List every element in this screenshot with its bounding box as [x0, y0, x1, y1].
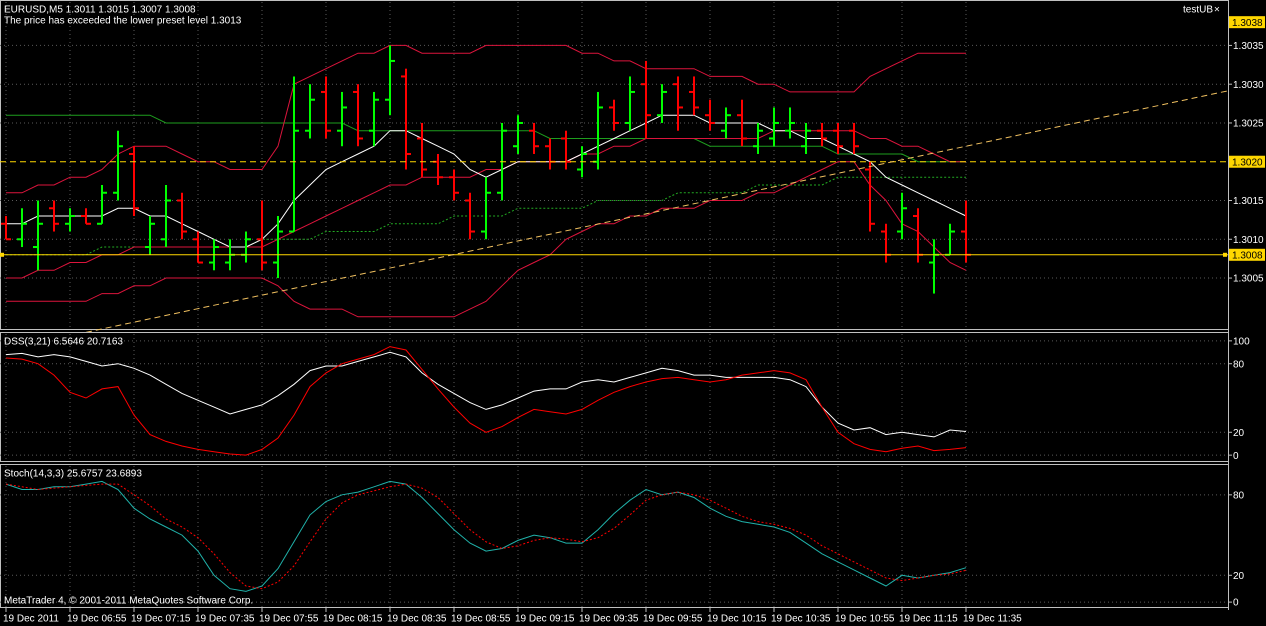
- level-label: 1.3008: [1232, 250, 1263, 261]
- y-tick-label: 1.3030: [1233, 80, 1264, 91]
- indicator-line: [5, 346, 967, 456]
- y-tick-label: 1.3035: [1233, 41, 1264, 52]
- y-tick-label: 0: [1233, 451, 1239, 462]
- x-tick-label: 19 Dec 10:15: [707, 614, 767, 625]
- y-tick-label: 0: [1233, 598, 1239, 609]
- x-tick-label: 19 Dec 09:15: [515, 614, 575, 625]
- x-tick-label: 19 Dec 08:35: [387, 614, 447, 625]
- x-tick-label: 19 Dec 11:35: [963, 614, 1022, 625]
- indicator-line: [5, 483, 967, 590]
- panel-title: Stoch(14,3,3) 25.6757 23.6893: [4, 469, 142, 480]
- indicator-line: [5, 351, 967, 438]
- x-tick-label: 19 Dec 11:15: [899, 614, 958, 625]
- price-box: [1229, 16, 1265, 29]
- x-tick-label: 19 Dec 07:35: [195, 614, 255, 625]
- panel-subtitle: The price has exceeded the lower preset …: [4, 16, 242, 27]
- level-marker: [0, 252, 4, 257]
- indicator-line: [6, 161, 967, 318]
- y-tick-label: 20: [1233, 571, 1245, 582]
- x-tick-label: 19 Dec 07:55: [259, 614, 319, 625]
- y-tick-label: 80: [1233, 359, 1245, 370]
- x-tick-label: 19 Dec 09:35: [579, 614, 639, 625]
- indicator-line: [6, 44, 966, 194]
- indicator-line: [5, 480, 967, 592]
- x-tick-label: 19 Dec 2011: [3, 614, 59, 625]
- panel-title: EURUSD,M5 1.3011 1.3015 1.3007 1.3008: [4, 5, 196, 16]
- y-tick-label: 100: [1233, 336, 1250, 347]
- y-tick-label: 1.3010: [1233, 235, 1264, 246]
- close-button[interactable]: ×: [1214, 5, 1220, 16]
- expert-name: testUB: [1183, 5, 1213, 16]
- y-tick-label: 1.3005: [1233, 274, 1264, 285]
- x-tick-label: 19 Dec 10:35: [771, 614, 831, 625]
- copyright: MetaTrader 4, © 2001-2011 MetaQuotes Sof…: [4, 596, 253, 607]
- x-tick-label: 19 Dec 10:55: [835, 614, 895, 625]
- y-tick-label: 80: [1233, 490, 1245, 501]
- y-tick-label: 20: [1233, 428, 1245, 439]
- level-box: [1229, 248, 1265, 261]
- trendline: [85, 90, 1229, 333]
- x-tick-label: 19 Dec 06:55: [67, 614, 127, 625]
- x-tick-label: 19 Dec 08:55: [451, 614, 511, 625]
- price-label: 1.3038: [1232, 18, 1263, 29]
- x-tick-label: 19 Dec 07:15: [131, 614, 191, 625]
- x-tick-label: 19 Dec 09:55: [643, 614, 703, 625]
- level-label: 1.3020: [1232, 157, 1263, 168]
- level-marker: [1223, 252, 1227, 257]
- level-box: [1229, 155, 1265, 168]
- x-tick-label: 19 Dec 08:15: [323, 614, 383, 625]
- y-tick-label: 1.3025: [1233, 119, 1264, 130]
- panel-title: DSS(3,21) 6.5646 20.7163: [4, 337, 123, 348]
- y-tick-label: 1.3015: [1233, 196, 1264, 207]
